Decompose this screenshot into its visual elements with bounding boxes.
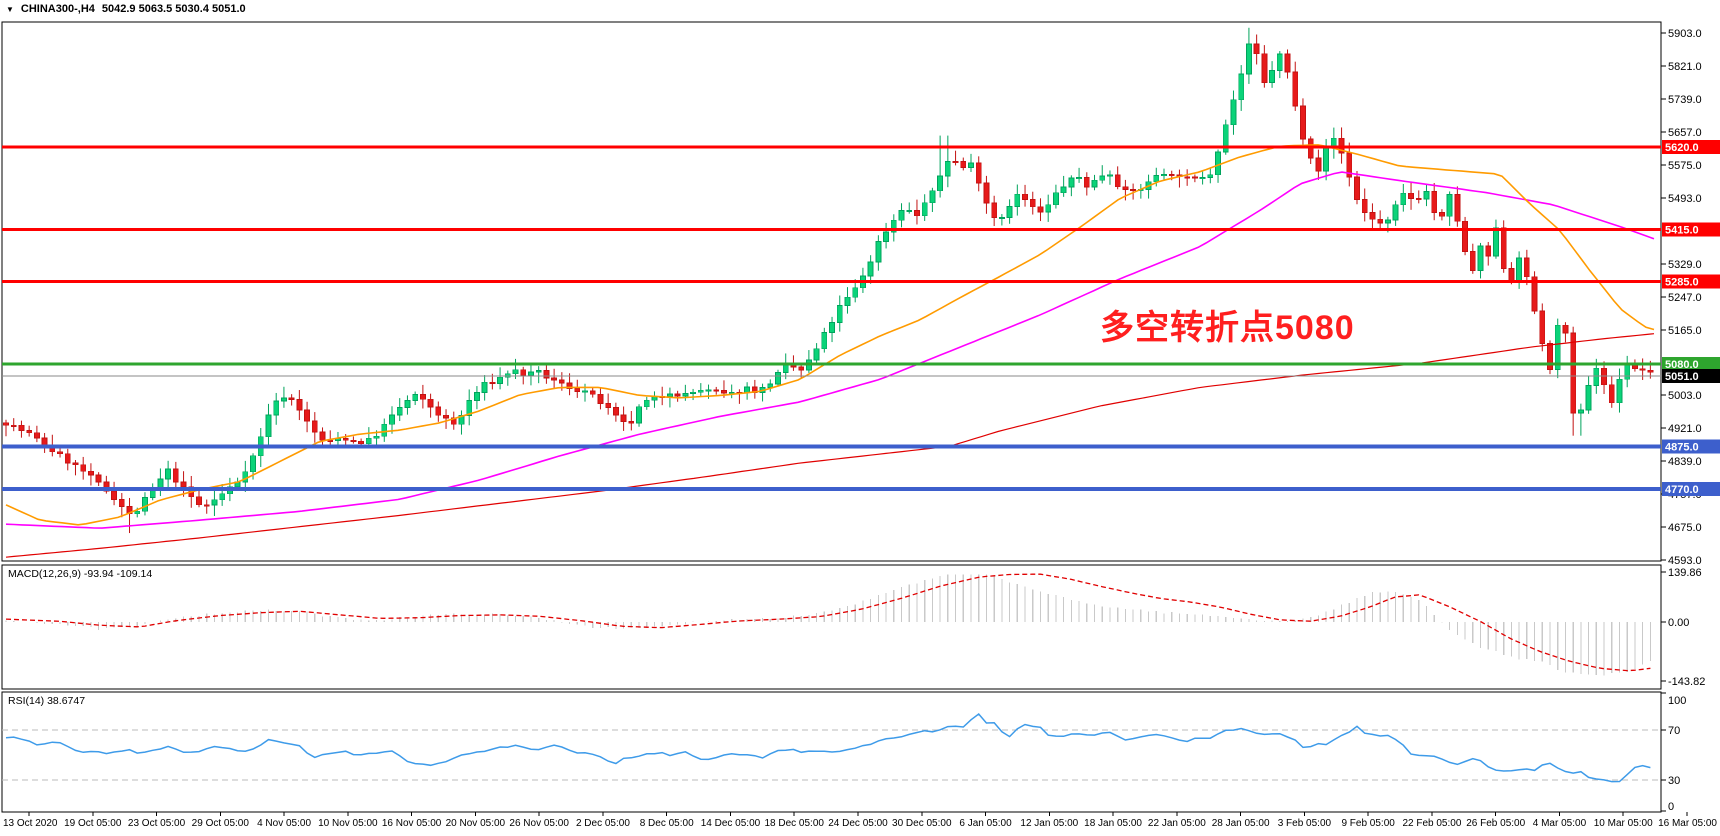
symbol-dropdown-icon[interactable]: ▼ bbox=[6, 5, 14, 14]
svg-text:5051.0: 5051.0 bbox=[1665, 371, 1699, 383]
svg-text:29 Oct 05:00: 29 Oct 05:00 bbox=[192, 818, 250, 829]
svg-text:5165.0: 5165.0 bbox=[1668, 325, 1702, 337]
svg-text:4 Nov 05:00: 4 Nov 05:00 bbox=[257, 818, 311, 829]
svg-text:5657.0: 5657.0 bbox=[1668, 127, 1702, 139]
rsi-label: RSI(14) 38.6747 bbox=[8, 695, 86, 707]
svg-text:6 Jan 05:00: 6 Jan 05:00 bbox=[959, 818, 1012, 829]
ma-mid-line bbox=[5, 171, 1655, 529]
svg-text:30: 30 bbox=[1668, 775, 1680, 787]
rsi-line bbox=[5, 712, 1651, 783]
svg-text:26 Nov 05:00: 26 Nov 05:00 bbox=[509, 818, 569, 829]
svg-text:5003.0: 5003.0 bbox=[1668, 390, 1702, 402]
svg-text:14 Dec 05:00: 14 Dec 05:00 bbox=[701, 818, 761, 829]
level-lines: 5620.0 5415.0 5285.0 5080.0 4875.0 4770.0 bbox=[2, 139, 1720, 496]
svg-text:5247.0: 5247.0 bbox=[1668, 292, 1702, 304]
svg-text:23 Oct 05:00: 23 Oct 05:00 bbox=[128, 818, 186, 829]
macd-panel: 139.86 0.00 -143.82 bbox=[5, 567, 1705, 688]
annotation-text: 多空转折点5080 bbox=[1100, 309, 1355, 347]
svg-text:4 Mar 05:00: 4 Mar 05:00 bbox=[1533, 818, 1587, 829]
svg-text:30 Dec 05:00: 30 Dec 05:00 bbox=[892, 818, 952, 829]
svg-text:18 Jan 05:00: 18 Jan 05:00 bbox=[1084, 818, 1142, 829]
svg-text:4839.0: 4839.0 bbox=[1668, 456, 1702, 468]
svg-text:12 Jan 05:00: 12 Jan 05:00 bbox=[1020, 818, 1078, 829]
price-axis: 5903.0 5821.0 5739.0 5657.0 5575.0 5493.0 5329… bbox=[1661, 28, 1702, 567]
svg-text:5821.0: 5821.0 bbox=[1668, 61, 1702, 73]
svg-text:24 Dec 05:00: 24 Dec 05:00 bbox=[828, 818, 888, 829]
svg-text:16 Nov 05:00: 16 Nov 05:00 bbox=[382, 818, 442, 829]
symbol-title: CHINA300-,H4 bbox=[20, 3, 95, 15]
macd-signal-line bbox=[5, 573, 1651, 672]
svg-text:22 Feb 05:00: 22 Feb 05:00 bbox=[1402, 818, 1461, 829]
svg-text:100: 100 bbox=[1668, 695, 1686, 707]
macd-label: MACD(12,26,9) -93.94 -109.14 bbox=[8, 568, 153, 580]
svg-text:9 Feb 05:00: 9 Feb 05:00 bbox=[1341, 818, 1395, 829]
svg-text:4593.0: 4593.0 bbox=[1668, 555, 1702, 567]
svg-text:4875.0: 4875.0 bbox=[1665, 442, 1699, 454]
svg-text:13 Oct 2020: 13 Oct 2020 bbox=[3, 818, 58, 829]
symbol-header: ▼ CHINA300-,H4 5042.9 5063.5 5030.4 5051… bbox=[6, 3, 246, 15]
rsi-panel: 100 70 30 0 bbox=[2, 692, 1686, 813]
svg-text:2 Dec 05:00: 2 Dec 05:00 bbox=[576, 818, 630, 829]
svg-text:5739.0: 5739.0 bbox=[1668, 94, 1702, 106]
svg-text:5080.0: 5080.0 bbox=[1665, 359, 1699, 371]
svg-text:22 Jan 05:00: 22 Jan 05:00 bbox=[1148, 818, 1206, 829]
svg-text:139.86: 139.86 bbox=[1668, 567, 1702, 579]
svg-text:3 Feb 05:00: 3 Feb 05:00 bbox=[1278, 818, 1332, 829]
svg-text:5903.0: 5903.0 bbox=[1668, 28, 1702, 40]
svg-text:0: 0 bbox=[1668, 801, 1674, 813]
svg-text:-143.82: -143.82 bbox=[1668, 676, 1705, 688]
svg-text:5415.0: 5415.0 bbox=[1665, 224, 1699, 236]
svg-text:5329.0: 5329.0 bbox=[1668, 259, 1702, 271]
svg-text:5620.0: 5620.0 bbox=[1665, 142, 1699, 154]
symbol-ohlc: 5042.9 5063.5 5030.4 5051.0 bbox=[101, 3, 246, 15]
panel-frames bbox=[1, 21, 1662, 813]
svg-text:16 Mar 05:00: 16 Mar 05:00 bbox=[1658, 818, 1717, 829]
svg-text:26 Feb 05:00: 26 Feb 05:00 bbox=[1466, 818, 1525, 829]
svg-text:8 Dec 05:00: 8 Dec 05:00 bbox=[640, 818, 694, 829]
svg-text:10 Mar 05:00: 10 Mar 05:00 bbox=[1594, 818, 1653, 829]
ma-fast-line bbox=[5, 144, 1655, 526]
svg-text:20 Nov 05:00: 20 Nov 05:00 bbox=[446, 818, 506, 829]
svg-text:18 Dec 05:00: 18 Dec 05:00 bbox=[764, 818, 824, 829]
svg-text:4675.0: 4675.0 bbox=[1668, 522, 1702, 534]
svg-text:10 Nov 05:00: 10 Nov 05:00 bbox=[318, 818, 378, 829]
ma-slow-line bbox=[5, 333, 1655, 558]
svg-text:70: 70 bbox=[1668, 725, 1680, 737]
svg-text:5493.0: 5493.0 bbox=[1668, 193, 1702, 205]
current-price-line: 5051.0 bbox=[2, 368, 1720, 383]
svg-text:5285.0: 5285.0 bbox=[1665, 277, 1699, 289]
svg-text:19 Oct 05:00: 19 Oct 05:00 bbox=[64, 818, 122, 829]
svg-text:4921.0: 4921.0 bbox=[1668, 423, 1702, 435]
svg-text:0.00: 0.00 bbox=[1668, 617, 1689, 629]
time-axis: 13 Oct 2020 19 Oct 05:00 23 Oct 05:00 29 Oc… bbox=[3, 812, 1717, 829]
svg-text:5575.0: 5575.0 bbox=[1668, 160, 1702, 172]
svg-text:28 Jan 05:00: 28 Jan 05:00 bbox=[1212, 818, 1270, 829]
svg-text:4770.0: 4770.0 bbox=[1665, 484, 1699, 496]
